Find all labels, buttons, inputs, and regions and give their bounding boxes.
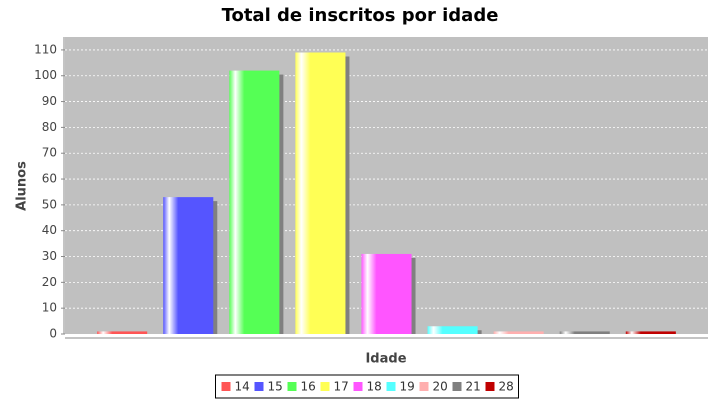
bar xyxy=(295,52,346,334)
legend-swatch xyxy=(485,382,495,391)
y-axis-label: Alunos xyxy=(15,161,30,211)
bar xyxy=(361,253,412,334)
legend-label: 16 xyxy=(301,380,316,394)
legend-label: 18 xyxy=(367,380,382,394)
legend-label: 19 xyxy=(400,380,415,394)
y-tick-label: 40 xyxy=(42,223,57,237)
y-tick-label: 110 xyxy=(34,42,57,56)
legend-label: 15 xyxy=(268,380,283,394)
bar xyxy=(493,331,544,334)
legend-swatch xyxy=(320,382,330,391)
y-tick-label: 20 xyxy=(42,275,57,289)
bar xyxy=(625,331,676,334)
legend-label: 14 xyxy=(235,380,250,394)
legend-swatch xyxy=(287,382,297,391)
bar xyxy=(427,326,478,334)
legend-label: 17 xyxy=(334,380,349,394)
legend-label: 28 xyxy=(499,380,514,394)
legend-label: 21 xyxy=(466,380,481,394)
legend-swatch xyxy=(221,382,231,391)
legend-box xyxy=(215,374,519,399)
bar xyxy=(229,70,280,334)
bar xyxy=(163,197,214,334)
y-tick-label: 80 xyxy=(42,120,57,134)
y-tick-label: 60 xyxy=(42,172,57,186)
y-tick-label: 70 xyxy=(42,146,57,160)
bar xyxy=(559,331,610,334)
legend-swatch xyxy=(353,382,363,391)
x-axis-label: Idade xyxy=(365,352,406,367)
y-tick-label: 30 xyxy=(42,249,57,263)
y-tick-label: 0 xyxy=(49,327,57,341)
legend-swatch xyxy=(254,382,264,391)
legend-swatch xyxy=(419,382,429,391)
legend-label: 20 xyxy=(433,380,448,394)
y-tick-label: 100 xyxy=(34,68,57,82)
legend-swatch xyxy=(386,382,396,391)
y-tick-label: 90 xyxy=(42,94,57,108)
y-tick-label: 10 xyxy=(42,301,57,315)
bar xyxy=(97,331,148,334)
legend-swatch xyxy=(452,382,462,391)
chart-title: Total de inscritos por idade xyxy=(222,5,499,26)
y-tick-label: 50 xyxy=(42,197,57,211)
